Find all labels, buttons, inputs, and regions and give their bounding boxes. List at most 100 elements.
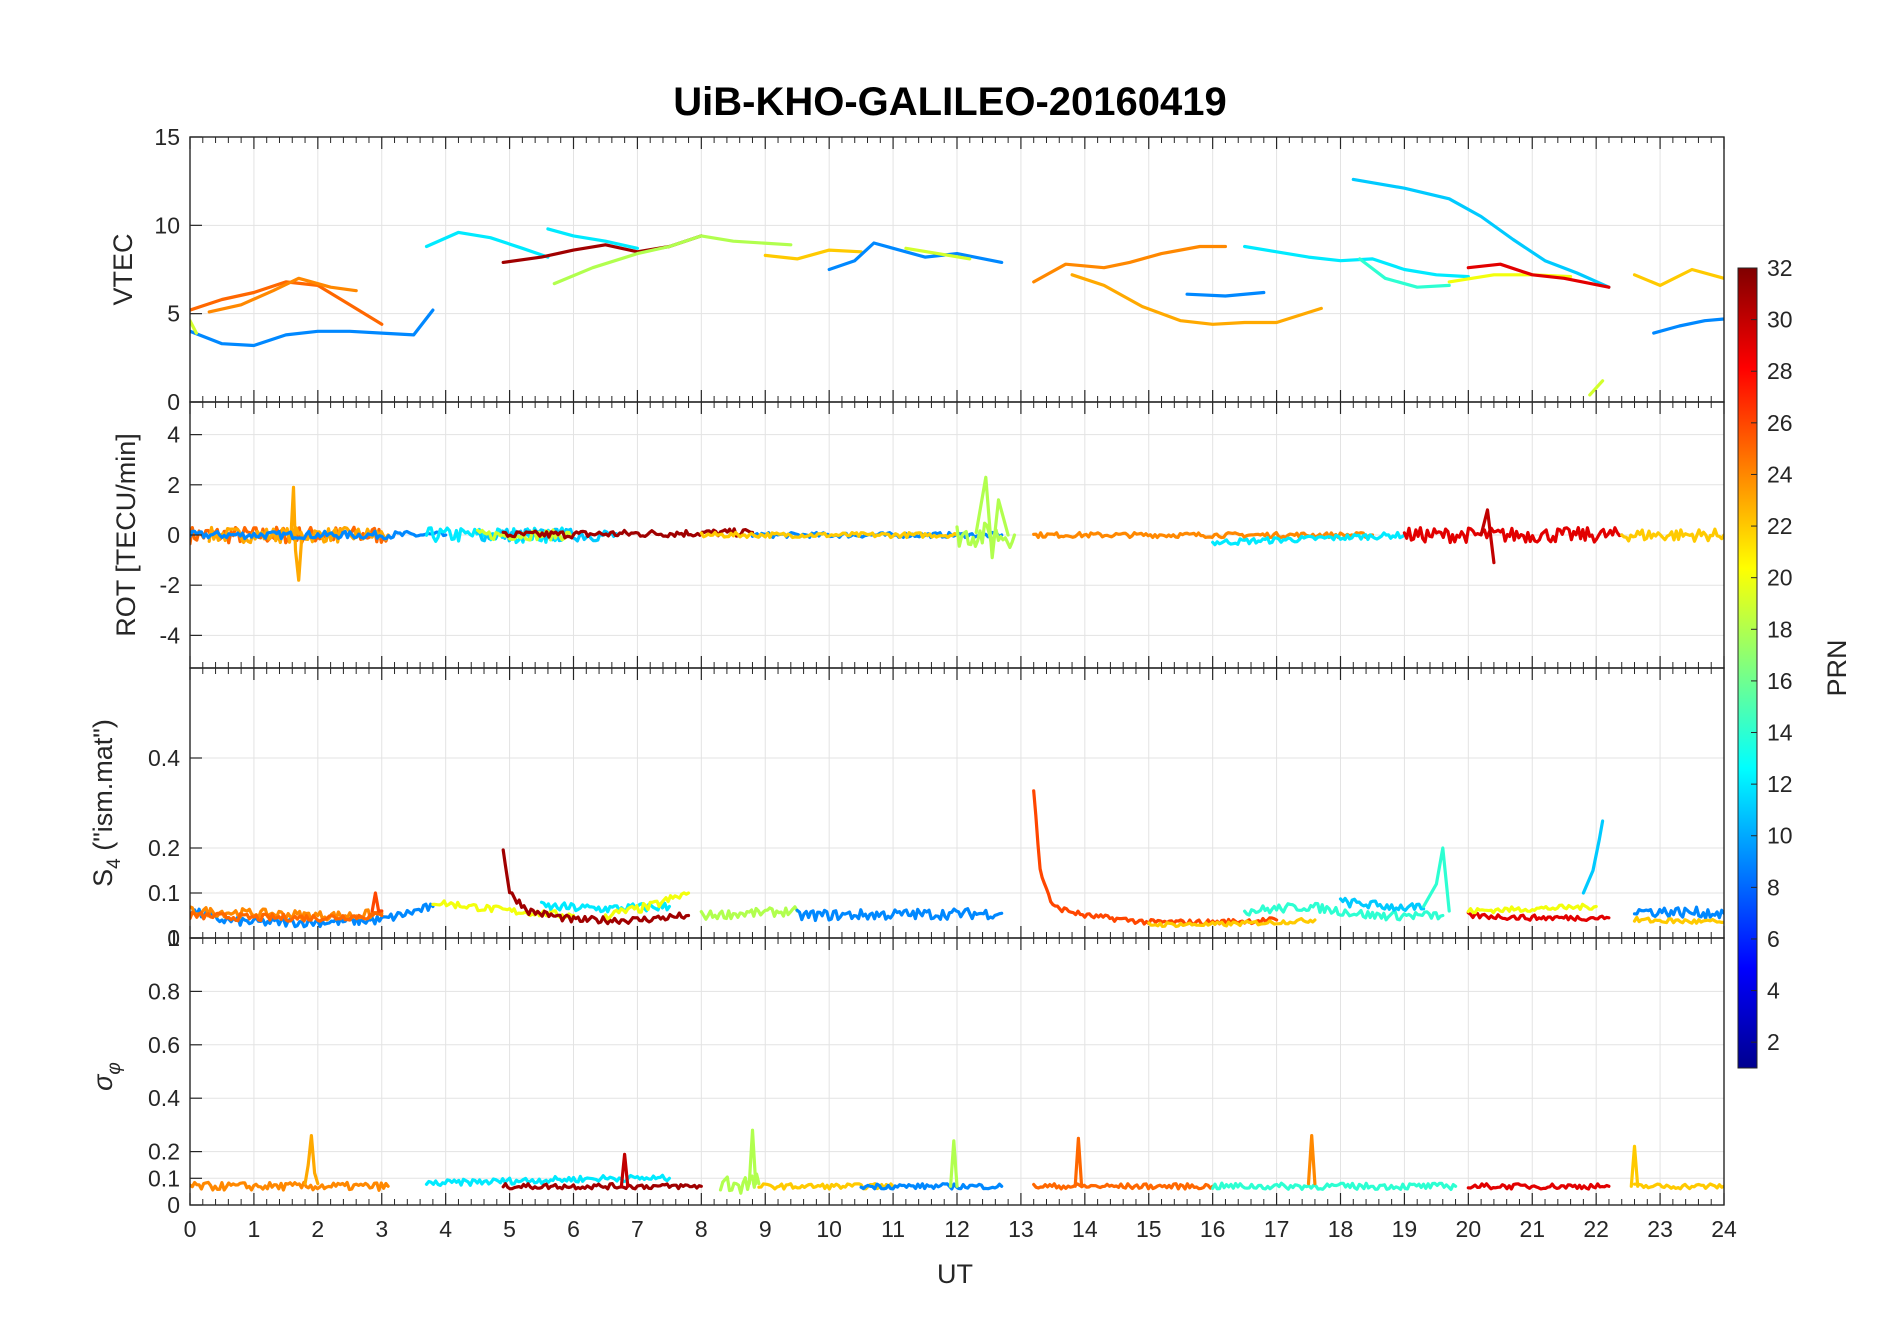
x-tick-label: 0 <box>184 1216 197 1242</box>
x-tick-label: 10 <box>816 1216 842 1242</box>
series-group <box>190 1128 1724 1195</box>
x-tick-label: 7 <box>631 1216 644 1242</box>
x-tick-label: 24 <box>1711 1216 1737 1242</box>
y-tick-label: 0.8 <box>148 978 180 1004</box>
x-tick-label: 2 <box>311 1216 324 1242</box>
series-line-prn-24 <box>190 1180 390 1192</box>
x-tick-label: 4 <box>439 1216 452 1242</box>
x-tick-label: 6 <box>567 1216 580 1242</box>
series-line-prn-25 <box>190 910 384 923</box>
y-tick-label: 0.2 <box>148 1139 180 1165</box>
series-line-prn-14 <box>1421 846 1451 913</box>
y-tick-label: 2 <box>167 472 180 498</box>
series-line-prn-9 <box>1652 317 1724 335</box>
colorbar-tick-label: 28 <box>1767 358 1793 384</box>
colorbar-tick-label: 10 <box>1767 823 1793 849</box>
x-tick-label: 21 <box>1519 1216 1545 1242</box>
y-tick-label: 0 <box>167 389 180 415</box>
series-line-prn-14 <box>1211 1181 1458 1192</box>
series-line-prn-18 <box>747 1128 758 1186</box>
series-line-prn-20 <box>603 891 691 921</box>
series-line-prn-22 <box>1629 1144 1640 1188</box>
colorbar-tick-label: 18 <box>1767 616 1793 642</box>
x-tick-label: 9 <box>759 1216 772 1242</box>
y-axis-label: σφ <box>88 1062 125 1091</box>
x-axis-label: UT <box>937 1259 973 1289</box>
x-tick-label: 15 <box>1136 1216 1162 1242</box>
series-line-prn-29 <box>1466 911 1611 923</box>
x-tick-label: 14 <box>1072 1216 1098 1242</box>
series-line-prn-20 <box>1466 902 1598 915</box>
x-tick-label: 16 <box>1200 1216 1226 1242</box>
series-line-prn-14 <box>1358 257 1451 289</box>
series-line-prn-24 <box>1032 530 1375 540</box>
series-group <box>190 177 1724 397</box>
y-tick-label: 0 <box>167 522 180 548</box>
chart-title: UiB-KHO-GALILEO-20160419 <box>673 80 1226 124</box>
colorbar-tick-label: 4 <box>1767 978 1780 1004</box>
series-line-prn-23 <box>289 485 304 582</box>
series-group <box>190 789 1724 929</box>
colorbar-tick-label: 32 <box>1767 255 1793 281</box>
x-tick-label: 17 <box>1264 1216 1290 1242</box>
x-tick-label: 18 <box>1328 1216 1354 1242</box>
series-line-prn-18 <box>718 1172 761 1195</box>
y-tick-label: 0 <box>167 1192 180 1218</box>
y-tick-label: 0.4 <box>148 745 180 771</box>
y-tick-label: 0 <box>167 925 180 951</box>
series-line-prn-11 <box>1581 819 1605 895</box>
colorbar-tick-label: 8 <box>1767 874 1780 900</box>
x-tick-label: 8 <box>695 1216 708 1242</box>
series-line-prn-24 <box>207 276 358 314</box>
series-line-prn-18 <box>974 475 1010 560</box>
series-line-prn-30 <box>1479 508 1496 565</box>
colorbar-tick-label: 20 <box>1767 565 1793 591</box>
series-line-prn-9 <box>859 1182 1004 1191</box>
panel-vtec: 0 5 10 15 VTEC <box>108 124 1725 415</box>
y-tick-label: -4 <box>160 622 181 648</box>
series-line-prn-23 <box>207 525 390 545</box>
series-line-prn-29 <box>1466 1182 1611 1191</box>
series-line-prn-22 <box>1620 527 1724 543</box>
series-line-prn-24 <box>1032 244 1228 284</box>
series-line-prn-19 <box>1588 379 1605 397</box>
series-line-prn-9 <box>190 529 448 541</box>
colorbar-tick-label: 6 <box>1767 926 1780 952</box>
y-tick-label: 0.2 <box>148 835 180 861</box>
series-line-prn-30 <box>619 1152 630 1188</box>
series-line-prn-25 <box>1032 1182 1215 1191</box>
x-tick-label: 22 <box>1583 1216 1609 1242</box>
x-tick-label: 13 <box>1008 1216 1034 1242</box>
y-tick-label: 5 <box>167 301 180 327</box>
x-tick-label: 23 <box>1647 1216 1673 1242</box>
series-line-prn-22 <box>699 530 959 540</box>
y-tick-label: 0.1 <box>148 880 180 906</box>
series-line-prn-9 <box>1185 290 1266 298</box>
x-tick-label: 20 <box>1456 1216 1482 1242</box>
series-line-prn-9 <box>795 907 1004 923</box>
series-line-prn-18 <box>552 234 793 286</box>
series-line-prn-25 <box>190 280 384 326</box>
series-line-prn-31 <box>501 848 691 926</box>
x-tick-label: 11 <box>881 1216 905 1242</box>
series-line-prn-22 <box>1147 916 1317 929</box>
series-line-prn-22 <box>1632 915 1724 925</box>
y-axis-label: VTEC <box>108 233 138 305</box>
y-tick-label: 4 <box>167 422 180 448</box>
series-line-prn-23 <box>1070 273 1323 326</box>
series-line-prn-9 <box>190 308 435 348</box>
y-axis-label: ROT [TECU/min] <box>111 433 141 637</box>
series-line-prn-25 <box>1073 1136 1084 1188</box>
series-line-prn-12 <box>546 227 640 250</box>
series-line-prn-19 <box>904 246 972 261</box>
series-line-prn-19 <box>190 319 198 335</box>
y-tick-label: 0.4 <box>148 1085 180 1111</box>
series-line-prn-31 <box>501 527 755 540</box>
y-tick-label: 15 <box>154 124 180 150</box>
series-line-prn-22 <box>1632 267 1724 287</box>
x-tick-label: 5 <box>503 1216 516 1242</box>
colorbar-tick-label: 24 <box>1767 461 1793 487</box>
